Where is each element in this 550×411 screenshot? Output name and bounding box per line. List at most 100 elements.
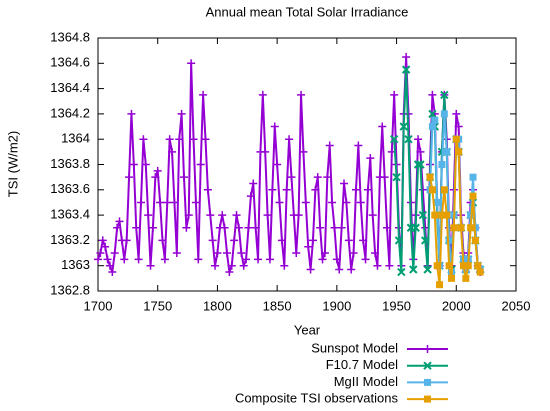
data-point <box>323 173 332 182</box>
data-point <box>273 160 282 169</box>
data-point <box>163 198 172 207</box>
data-point <box>431 116 439 124</box>
data-point <box>191 198 200 207</box>
data-point <box>418 185 427 194</box>
data-point <box>206 211 215 220</box>
data-point <box>165 135 174 144</box>
x-axis-label: Year <box>294 322 321 337</box>
data-point <box>225 268 234 277</box>
x-tick-label: 2050 <box>502 298 531 313</box>
data-point <box>428 186 436 194</box>
data-point <box>469 192 477 200</box>
data-point <box>423 265 432 274</box>
data-point <box>292 249 301 258</box>
data-point <box>251 223 260 232</box>
data-point <box>239 261 248 270</box>
data-point <box>187 59 196 68</box>
data-point <box>455 148 463 156</box>
x-tick-label: 1750 <box>143 298 172 313</box>
data-point <box>390 90 399 99</box>
legend-label: Sunspot Model <box>311 340 398 355</box>
data-point <box>299 147 308 156</box>
data-point <box>211 261 220 270</box>
data-point <box>356 198 365 207</box>
data-point <box>120 255 129 264</box>
data-point <box>265 255 274 264</box>
data-point <box>220 223 229 232</box>
legend-marker <box>423 361 432 370</box>
data-point <box>136 198 145 207</box>
data-point <box>457 224 465 232</box>
data-point <box>254 255 263 264</box>
data-point <box>411 223 420 232</box>
data-point <box>389 134 399 144</box>
data-point <box>103 255 112 264</box>
data-point <box>196 160 205 169</box>
data-point <box>373 261 382 270</box>
data-point <box>402 52 411 61</box>
data-point <box>401 65 411 74</box>
data-point <box>113 223 122 232</box>
data-point <box>328 198 337 207</box>
data-point <box>129 160 138 169</box>
data-point <box>249 179 258 188</box>
data-point <box>194 255 203 264</box>
data-point <box>108 268 117 277</box>
data-point <box>337 223 346 232</box>
data-point <box>94 255 102 264</box>
data-point <box>399 122 408 131</box>
data-point <box>464 262 472 270</box>
data-point <box>160 255 169 264</box>
data-point <box>308 236 317 245</box>
legend-label: MgII Model <box>334 374 398 389</box>
data-point <box>311 185 320 194</box>
data-point <box>316 223 325 232</box>
series-line <box>97 56 482 273</box>
data-point <box>237 249 246 258</box>
legend-label: Composite TSI observations <box>235 391 399 406</box>
data-point <box>134 255 143 264</box>
data-point <box>433 262 441 270</box>
data-point <box>110 249 119 258</box>
data-point <box>366 154 375 163</box>
data-point <box>397 267 406 277</box>
data-point <box>125 173 134 182</box>
data-point <box>433 198 441 206</box>
legend-marker <box>423 345 432 353</box>
data-point <box>282 185 291 194</box>
data-point <box>230 236 239 245</box>
data-point <box>351 185 360 194</box>
data-point <box>476 268 484 276</box>
y-tick-label: 1363.4 <box>50 207 90 222</box>
x-tick-label: 2000 <box>442 298 471 313</box>
data-point <box>172 249 181 258</box>
data-point <box>139 135 148 144</box>
data-point <box>330 223 339 232</box>
x-tick-label: 1850 <box>263 298 292 313</box>
data-point <box>246 192 255 201</box>
data-point <box>158 236 167 245</box>
data-point <box>232 211 241 220</box>
data-point <box>184 211 193 220</box>
data-point <box>261 147 270 156</box>
data-point <box>380 173 389 182</box>
data-point <box>392 172 401 182</box>
data-point <box>170 198 179 207</box>
data-point <box>469 173 477 181</box>
data-point <box>280 261 289 270</box>
data-point <box>361 255 370 264</box>
series <box>426 135 484 289</box>
y-tick-label: 1364 <box>61 131 90 146</box>
data-point <box>153 166 162 175</box>
data-point <box>421 236 430 245</box>
data-point <box>244 223 253 232</box>
data-point <box>436 281 444 289</box>
data-point <box>349 249 358 258</box>
data-point <box>168 147 177 156</box>
series-line <box>429 139 482 285</box>
y-tick-label: 1364.6 <box>50 55 90 70</box>
data-point <box>443 211 451 219</box>
data-point <box>354 141 363 150</box>
data-point <box>101 242 110 251</box>
data-point <box>368 211 377 220</box>
